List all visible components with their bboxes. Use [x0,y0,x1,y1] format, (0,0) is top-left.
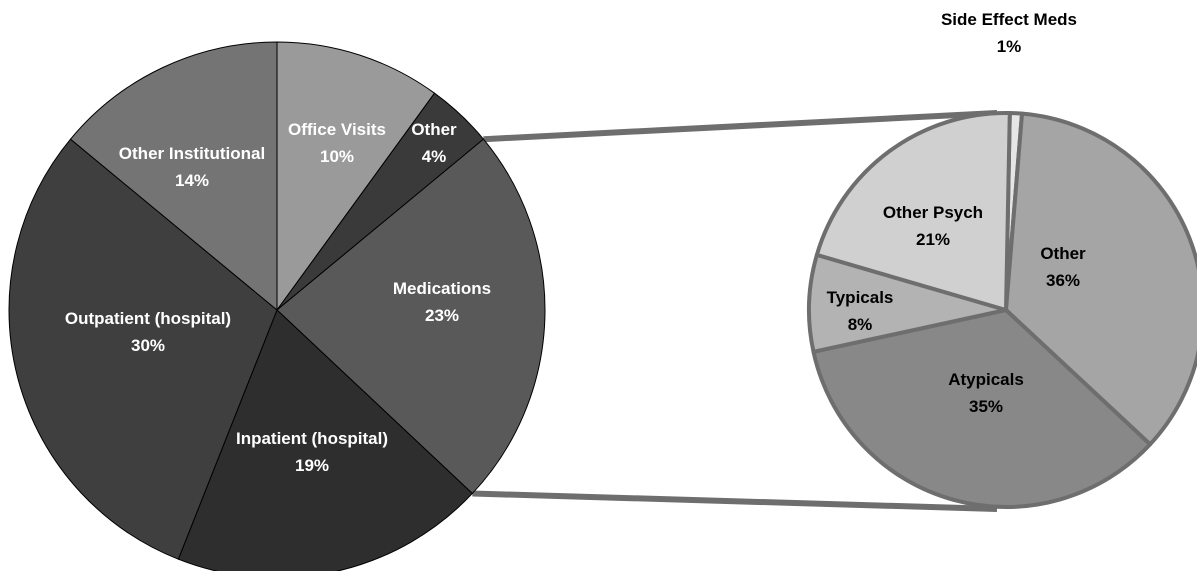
sub-label-atypicals: Atypicals [948,370,1024,389]
sub-pie [807,111,1197,509]
main-value-inpatient-hospital: 19% [295,456,329,475]
connector-line-bottom [472,490,998,512]
sub-value-side-effect-meds: 1% [997,37,1022,56]
sub-label-typicals: Typicals [827,288,894,307]
main-slice-inpatient-hospital [177,309,474,571]
main-slice-other-institutional [69,41,278,312]
slice-labels: Office Visits 10% Other 4% Medications 23% Inp… [65,10,1086,475]
connector-line-top [483,110,998,143]
main-value-other: 4% [422,147,447,166]
main-label-other: Other [411,120,457,139]
sub-value-atypicals: 35% [969,397,1003,416]
main-value-office-visits: 10% [320,147,354,166]
main-slice-office-visits [276,41,436,312]
sub-value-other: 36% [1046,271,1080,290]
main-value-other-institutional: 14% [175,171,209,190]
sub-value-typicals: 8% [848,315,873,334]
sub-slice-other [1004,111,1197,447]
sub-label-other-psych: Other Psych [883,203,983,222]
main-label-office-visits: Office Visits [288,120,386,139]
sub-label-other: Other [1040,244,1086,263]
main-slice-medications [276,138,546,495]
main-label-outpatient-hospital: Outpatient (hospital) [65,309,231,328]
main-label-other-institutional: Other Institutional [119,144,265,163]
sub-slice-atypicals [811,308,1153,509]
main-label-medications: Medications [393,279,491,298]
sub-slice-other-psych [814,111,1012,312]
main-pie [8,41,546,571]
main-value-medications: 23% [425,306,459,325]
main-label-inpatient-hospital: Inpatient (hospital) [236,429,388,448]
sub-label-side-effect-meds: Side Effect Meds [941,10,1077,29]
main-value-outpatient-hospital: 30% [131,336,165,355]
main-slice-outpatient-hospital [8,138,278,560]
connector-lines [472,110,998,512]
sub-value-other-psych: 21% [916,230,950,249]
